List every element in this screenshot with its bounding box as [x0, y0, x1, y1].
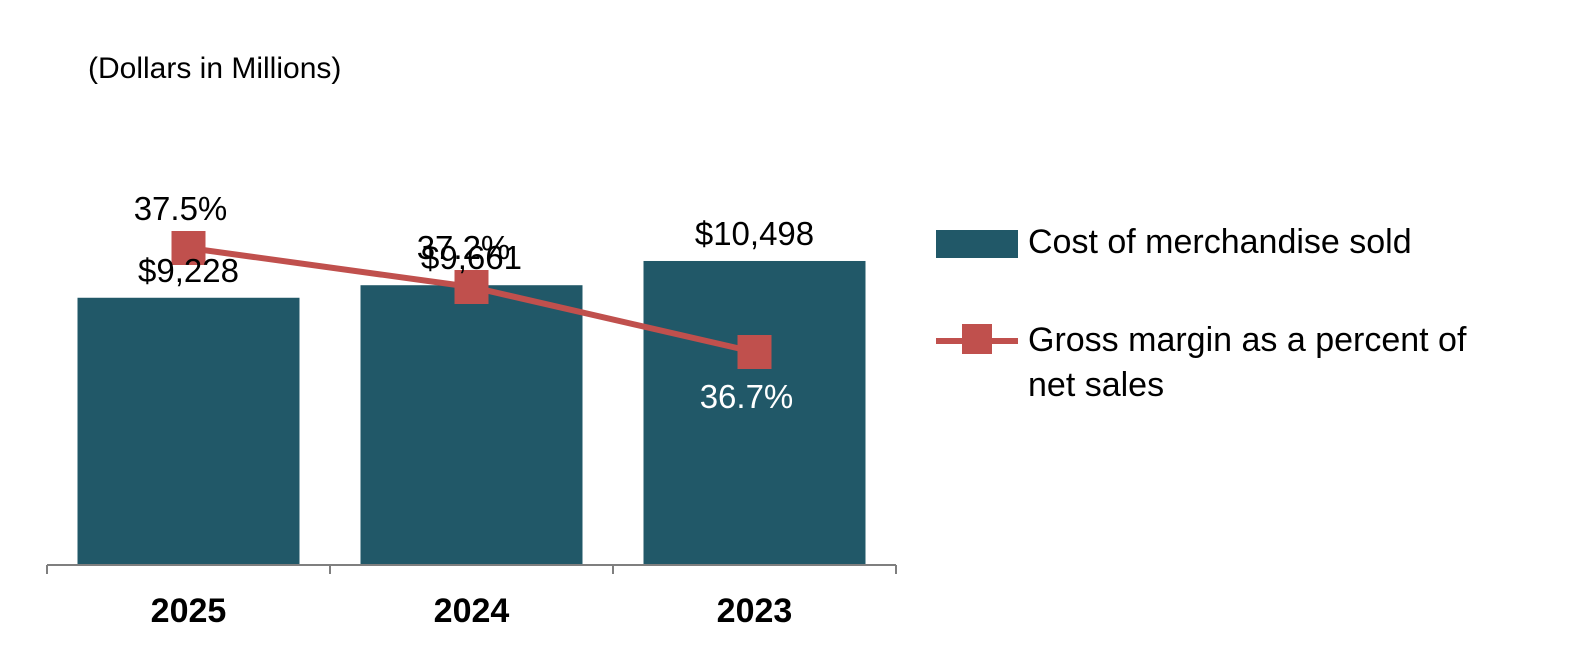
bar-2024: [360, 285, 583, 565]
data-labels: $9,228 $9,661 $10,498 37.5% 37.2% 36.7%: [134, 190, 814, 415]
legend-line-label-2: net sales: [1028, 366, 1165, 404]
legend-line-label-1: Gross margin as a percent of: [1028, 321, 1467, 359]
line-marker-2024: [454, 270, 489, 304]
line-marker-2025: [171, 231, 206, 265]
line-value-label: 36.7%: [700, 378, 794, 415]
legend: Cost of merchandise sold Gross margin as…: [936, 220, 1556, 408]
legend-item-bar: Cost of merchandise sold: [936, 220, 1556, 265]
x-tick-label: 2025: [151, 592, 227, 630]
bar-value-label: $9,661: [421, 239, 522, 276]
legend-bar-swatch: [936, 230, 1018, 258]
line-series: [171, 231, 772, 369]
units-label: (Dollars in Millions): [88, 52, 342, 85]
legend-line-label: Gross margin as a percent of net sales: [1028, 318, 1466, 408]
bar-2023: [643, 260, 866, 565]
line-value-label: 37.2%: [417, 229, 511, 266]
bar-2025: [77, 297, 300, 565]
bar-value-label: $10,498: [695, 215, 814, 252]
line-marker-2023: [737, 335, 772, 369]
legend-item-line: Gross margin as a percent of net sales: [936, 318, 1556, 408]
legend-line-swatch: [936, 320, 1018, 360]
legend-bar-label: Cost of merchandise sold: [1028, 223, 1412, 261]
x-axis: 2025 2024 2023: [46, 564, 897, 630]
x-tick-label: 2023: [717, 592, 793, 630]
line-value-label: 37.5%: [134, 190, 228, 227]
x-tick-label: 2024: [434, 592, 510, 630]
bar-value-label: $9,228: [138, 252, 239, 289]
bar-series: [77, 260, 866, 565]
